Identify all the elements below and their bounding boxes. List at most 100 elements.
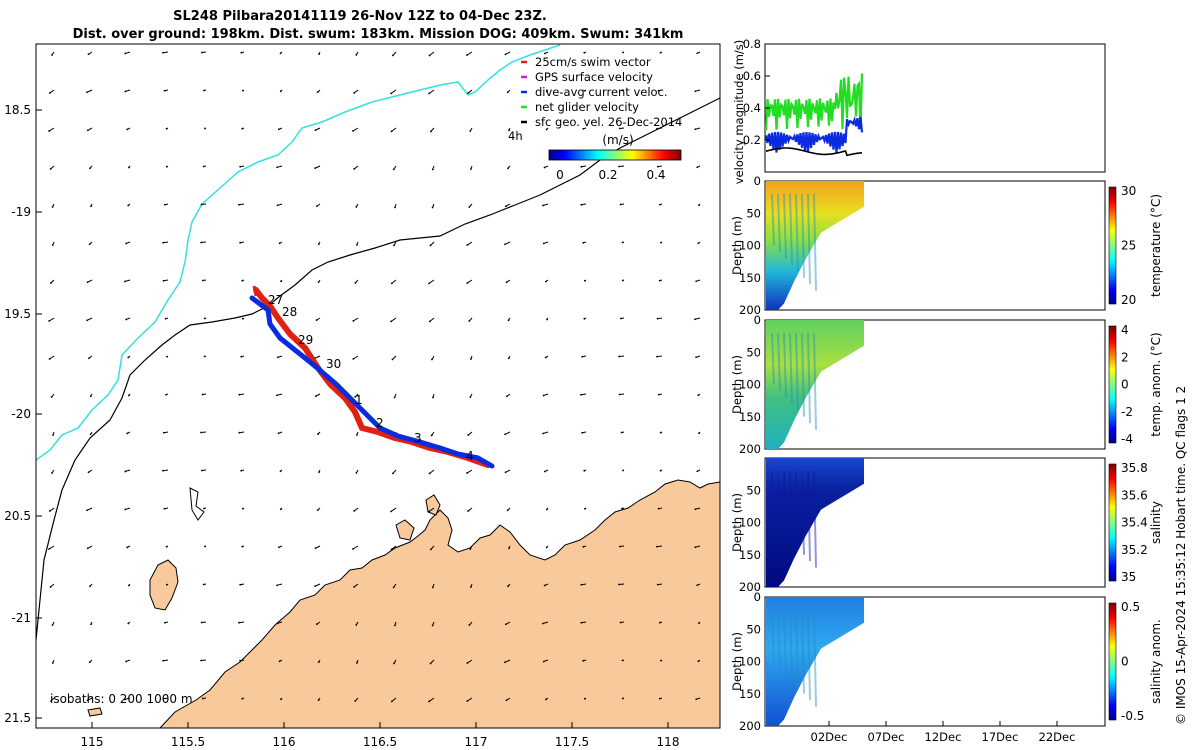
section-streak: [789, 193, 793, 265]
section-colorbar-tick: 4: [1121, 323, 1129, 337]
velocity-vector-head: [506, 395, 508, 398]
velocity-vector-head: [203, 507, 205, 510]
section-streak: [771, 470, 775, 523]
velocity-vector-head: [621, 507, 623, 510]
section-data-field: [766, 181, 864, 310]
velocity-vector-head: [276, 204, 279, 207]
section-streak: [783, 609, 787, 675]
section-streak: [813, 332, 817, 430]
velocity-vector-head: [582, 127, 585, 130]
velocity-vector-head: [583, 317, 586, 320]
velocity-vector-head: [694, 128, 697, 131]
velocity-vector-head: [50, 700, 52, 702]
velocity-vector-head: [659, 203, 661, 206]
velocity-vector-head: [659, 469, 662, 472]
velocity-vector-head: [696, 470, 699, 473]
velocity-vector-head: [694, 508, 697, 511]
figure-title-line2: Dist. over ground: 198km. Dist. swum: 18…: [73, 27, 684, 42]
velocity-vector-head: [128, 166, 130, 169]
velocity-vector-head: [507, 357, 510, 360]
velocity-vector-head: [278, 242, 281, 245]
section-data-field: [766, 320, 864, 449]
velocity-vector-head: [241, 279, 244, 282]
velocity-vector-head: [315, 623, 318, 626]
velocity-vector-head: [164, 621, 166, 624]
velocity-vector-head: [656, 317, 659, 320]
velocity-vector-head: [279, 508, 282, 511]
section-x-ticks: 02Dec 07Dec 12Dec 17Dec 22Dec: [811, 721, 1075, 744]
velocity-vector-head: [318, 53, 320, 56]
velocity-vector-head: [239, 583, 242, 586]
velocity-vector-head: [508, 547, 510, 550]
velocity-vector-head: [86, 281, 89, 284]
velocity-vector-head: [618, 355, 621, 358]
velocity-vector-head: [355, 54, 358, 56]
velocity-vector-head: [317, 433, 319, 436]
section-streak: [801, 609, 805, 694]
velocity-vector-head: [88, 243, 91, 246]
velocity-vector-head: [694, 546, 697, 549]
velocity-vector-head: [162, 241, 165, 244]
map-y-tick-label: 20.5: [4, 509, 31, 523]
velocity-vector-head: [697, 242, 700, 245]
island-outline: [189, 487, 205, 521]
island-small-3: [87, 707, 103, 717]
velocity-vector-head: [317, 661, 320, 664]
velocity-vector-head: [200, 241, 203, 244]
velocity-vector-head: [656, 127, 658, 130]
velocity-vector-head: [431, 586, 434, 589]
legend-entry: 25cm/s swim vector: [535, 55, 651, 69]
velocity-vector-head: [239, 241, 242, 244]
velocity-vector-head: [542, 204, 544, 207]
velocity-vector-head: [392, 168, 395, 171]
section-colorbar-label: salinity anom.: [1149, 619, 1163, 704]
section-streak: [789, 332, 793, 404]
velocity-vector-head: [48, 358, 51, 360]
velocity-vector-head: [238, 431, 241, 434]
velocity-vector-head: [89, 433, 92, 436]
velocity-vector-head: [125, 242, 128, 245]
track-day-label: 30: [326, 357, 341, 371]
velocity-vector: [467, 241, 473, 246]
velocity-vector-head: [280, 280, 282, 283]
map-x-tick-label: 115: [81, 735, 104, 749]
velocity-vector-head: [394, 206, 396, 209]
section-streak: [801, 193, 805, 278]
velocity-vector-head: [128, 394, 130, 397]
velocity-vector-head: [314, 585, 317, 588]
velocity-vector-head: [469, 548, 472, 550]
velocity-vector-head: [52, 434, 54, 436]
section-streak: [771, 609, 775, 662]
velocity-vector-head: [48, 548, 50, 550]
velocity-vector-head: [508, 129, 510, 132]
velocity-vector-head: [580, 583, 583, 586]
velocity-vector-head: [165, 583, 168, 586]
velocity-vector-head: [694, 318, 696, 321]
section-panel: Depth (m)50 100 150 200 35.8 35.6 35.4 35.2 35 sa…: [730, 457, 1163, 594]
map-y-tick-label: 21.5: [4, 711, 31, 725]
velocity-vector: [390, 89, 397, 94]
velocity-vector: [391, 545, 397, 550]
velocity-vector-head: [128, 584, 130, 587]
velocity-vector-head: [695, 280, 698, 283]
section-streak: [783, 193, 787, 259]
section-x-tick-label: 17Dec: [982, 730, 1019, 744]
velocity-vector-head: [695, 356, 698, 359]
velocity-vector-head: [468, 206, 471, 208]
velocity-vector-head: [356, 662, 358, 664]
velocity-vector-head: [545, 280, 547, 283]
track-day-label: 4: [466, 449, 474, 463]
velocity-vector-head: [580, 393, 582, 396]
section-colorbar: [1108, 325, 1117, 444]
velocity-vector-head: [466, 472, 468, 474]
track-day-label: 3: [414, 431, 422, 445]
velocity-vector: [504, 659, 511, 663]
velocity-vector-head: [242, 89, 244, 92]
velocity-vector-head: [124, 508, 127, 511]
velocity-vector-head: [430, 130, 432, 133]
section-ylabel: Depth (m): [730, 493, 744, 552]
section-y-tick: 50: [746, 622, 761, 636]
velocity-vector-head: [466, 54, 468, 56]
velocity-vector-head: [125, 318, 128, 321]
surface-velocity-vectors: [48, 51, 701, 703]
